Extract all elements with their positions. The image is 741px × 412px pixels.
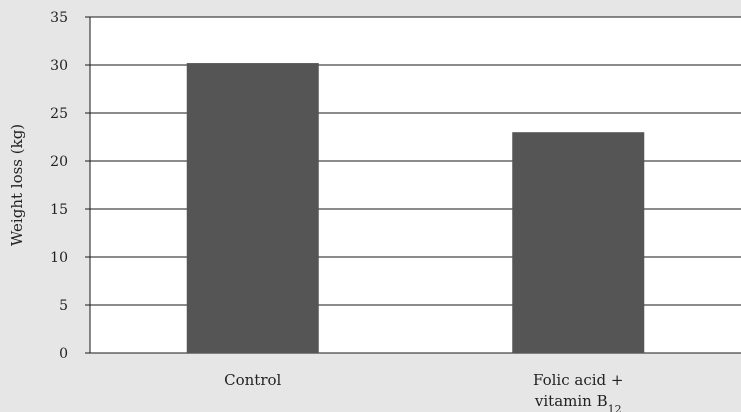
y-tick-label: 10 (50, 250, 68, 266)
y-tick-label: 20 (50, 154, 68, 170)
bar (512, 132, 645, 353)
y-axis-ticks: 0 5 10 15 20 25 30 35 (50, 10, 90, 362)
x-tick-label: Folic acid + (533, 371, 623, 389)
y-tick-label: 25 (50, 106, 68, 122)
y-tick-label: 15 (50, 202, 68, 218)
y-tick-label: 35 (50, 10, 68, 26)
x-axis-labels: Control Folic acid + vitamin B12 (224, 371, 623, 412)
x-tick-label-line2: vitamin B12 (534, 392, 622, 412)
y-tick-label: 30 (50, 58, 68, 74)
y-tick-label: 5 (59, 298, 68, 314)
y-tick-label: 0 (59, 346, 68, 362)
x-tick-label: Control (224, 371, 281, 389)
bar (186, 63, 319, 354)
bars (186, 63, 645, 354)
y-axis-title: Weight loss (kg) (8, 124, 26, 246)
